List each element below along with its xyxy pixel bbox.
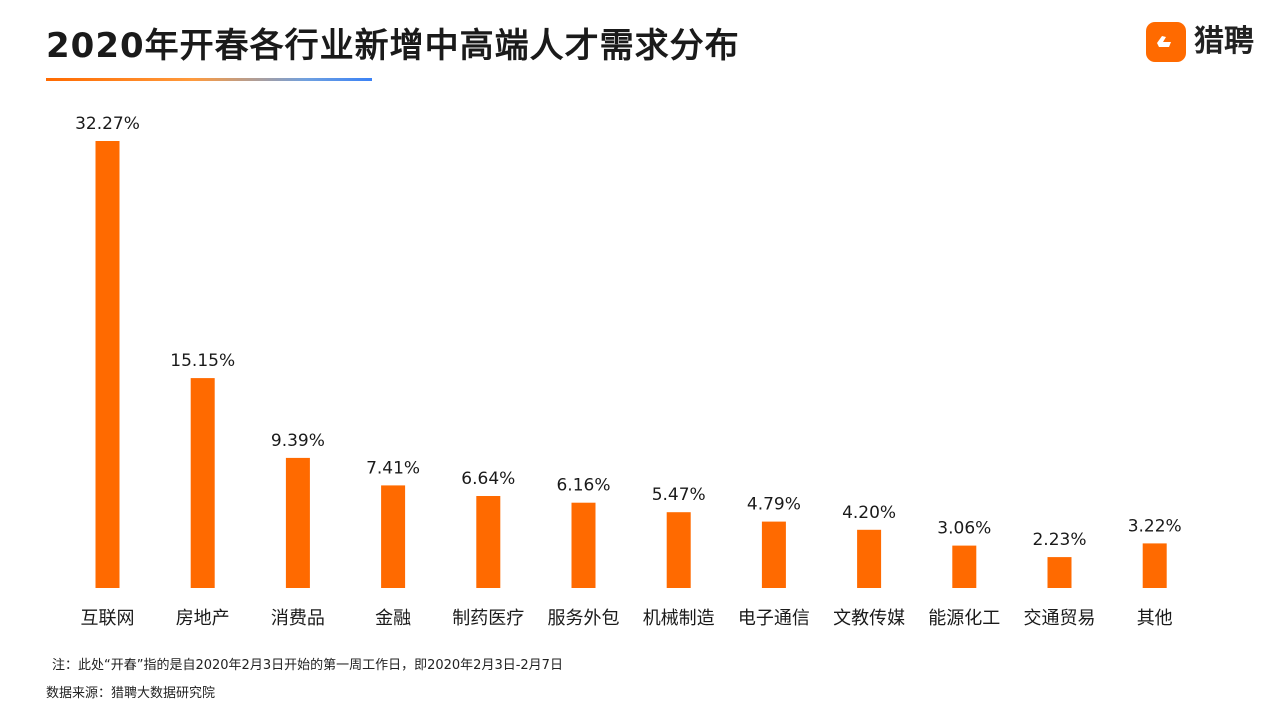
bar-7 [761,521,786,588]
bar-0 [95,141,120,588]
bar-4 [476,496,501,588]
bar-2 [285,457,310,588]
category-label-1: 房地产 [176,608,230,629]
data-label-6: 5.47% [652,485,706,505]
category-label-4: 制药医疗 [452,608,524,629]
category-label-3: 金融 [375,608,411,629]
data-label-0: 32.27% [75,114,140,134]
data-label-1: 15.15% [170,351,235,371]
data-label-2: 9.39% [271,431,325,451]
bar-10 [1047,557,1072,588]
data-label-4: 6.64% [461,469,515,489]
category-label-5: 服务外包 [548,608,620,629]
bar-5 [571,502,596,588]
bar-chart: 32.27% 互联网 15.15% 房地产 9.39% 消费品 7.41% 金融 6.64% 制药… [75,114,1182,629]
category-label-2: 消费品 [271,608,325,629]
bar-9 [952,545,977,588]
title-underline [46,78,372,81]
liepin-logo-icon [1146,22,1186,62]
data-label-3: 7.41% [366,458,420,478]
bar-11 [1142,543,1167,588]
data-label-10: 2.23% [1032,530,1086,550]
category-label-6: 机械制造 [643,608,715,629]
brand-name: 猎聘 [1194,24,1254,59]
category-label-8: 文教传媒 [833,608,905,629]
chart-title: 2020年开春各行业新增中高端人才需求分布 [46,26,740,66]
category-label-11: 其他 [1137,608,1173,629]
data-label-9: 3.06% [937,519,991,539]
footnote: 注：此处“开春”指的是自2020年2月3日开始的第一周工作日，即2020年2月3… [52,658,563,673]
data-source: 数据来源：猎聘大数据研究院 [46,686,216,701]
bar-6 [666,512,691,588]
category-label-0: 互联网 [81,608,135,629]
bar-1 [190,378,215,588]
category-label-10: 交通贸易 [1024,608,1096,629]
data-label-5: 6.16% [556,476,610,496]
brand-logo: 猎聘 [1146,22,1254,62]
data-label-11: 3.22% [1128,516,1182,536]
bar-8 [857,529,882,588]
data-label-8: 4.20% [842,503,896,523]
category-label-9: 能源化工 [928,608,1000,629]
bar-3 [381,485,406,588]
data-label-7: 4.79% [747,495,801,515]
category-label-7: 电子通信 [738,608,810,629]
